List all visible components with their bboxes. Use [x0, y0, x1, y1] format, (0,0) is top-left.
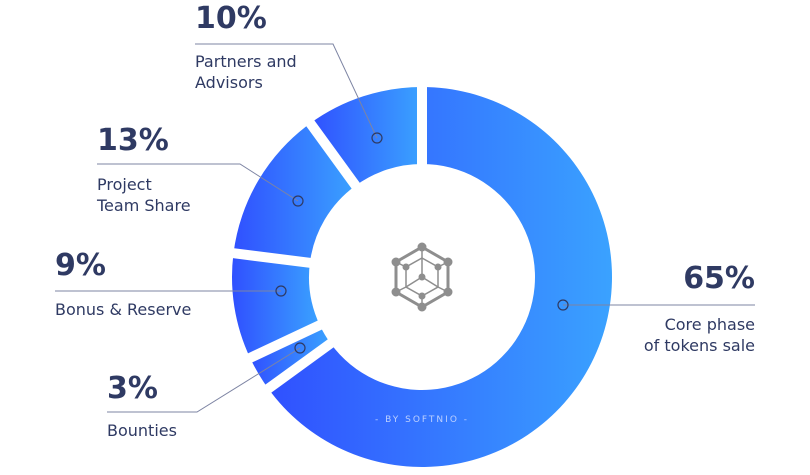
value-label: 13%	[97, 123, 169, 158]
slice-gap	[263, 338, 336, 394]
label-bonus: 9% Bonus & Reserve	[55, 248, 287, 319]
slice-label: of tokens sale	[644, 336, 755, 355]
value-label: 3%	[107, 371, 158, 406]
label-core: 65% Core phase of tokens sale	[557, 261, 755, 355]
value-label: 10%	[195, 1, 267, 36]
donut-slice	[250, 325, 331, 389]
label-bounties: 3% Bounties	[107, 342, 306, 440]
slice-gap	[246, 319, 324, 364]
slice-label: Bonus & Reserve	[55, 300, 191, 319]
slice-gap	[305, 118, 361, 191]
donut-slice	[233, 123, 356, 263]
value-label: 9%	[55, 248, 106, 283]
slice-label: Partners and	[195, 52, 297, 71]
watermark: - BY SOFTNIO -	[375, 415, 469, 425]
value-label: 65%	[683, 261, 755, 296]
donut-slice	[268, 87, 612, 468]
slice-label: Advisors	[195, 73, 263, 92]
slice-gap	[230, 247, 313, 269]
label-project: 13% Project Team Share	[96, 123, 304, 215]
hexagon-network-icon	[391, 242, 453, 312]
label-partners: 10% Partners and Advisors	[195, 1, 383, 144]
slice-label: Team Share	[96, 196, 191, 215]
slice-label: Project	[97, 175, 152, 194]
slice-label: Bounties	[107, 421, 177, 440]
slice-label: Core phase	[665, 315, 755, 334]
